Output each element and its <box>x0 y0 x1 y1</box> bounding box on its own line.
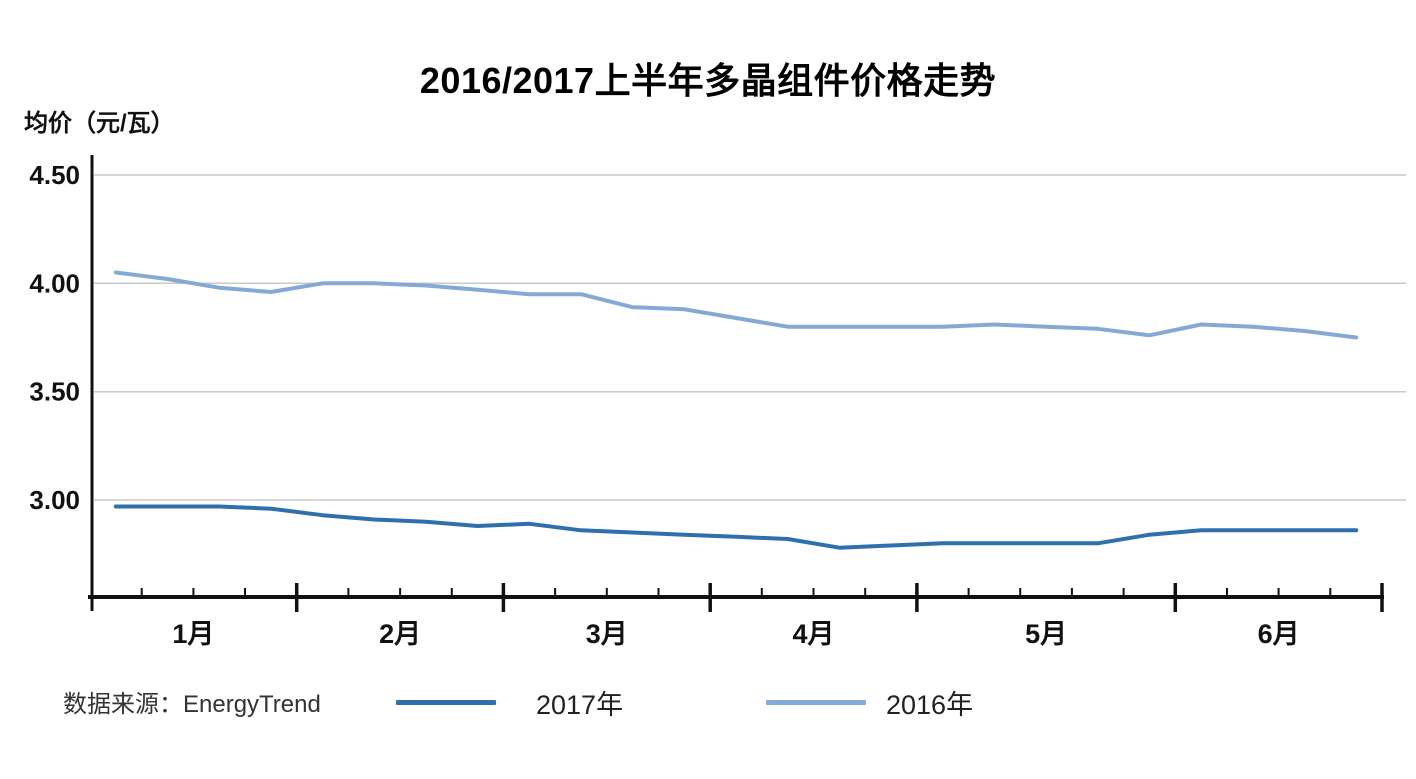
chart-title: 2016/2017上半年多晶组件价格走势 <box>419 60 997 101</box>
y-tick-label: 3.00 <box>29 485 80 515</box>
legend-item-2017: 2017年 <box>396 686 623 720</box>
legend-item-2016: 2016年 <box>766 686 973 720</box>
legend-label-2017: 2017年 <box>536 689 624 720</box>
x-month-label: 4月 <box>792 619 834 649</box>
legend-label-2016: 2016年 <box>886 689 974 720</box>
x-month-label: 6月 <box>1258 619 1300 649</box>
y-axis-title: 均价（元/瓦） <box>24 110 175 137</box>
legend-swatch-2017 <box>396 699 496 705</box>
x-month-label: 5月 <box>1025 619 1067 649</box>
data-source-note: 数据来源：EnergyTrend <box>63 691 321 718</box>
x-month-label: 2月 <box>379 619 421 649</box>
series-line-2016年 <box>113 270 1359 340</box>
y-tick-label: 4.50 <box>29 160 80 190</box>
legend-swatch-2016 <box>766 699 866 705</box>
series-line-2017年 <box>113 504 1359 550</box>
x-month-label: 3月 <box>586 619 628 649</box>
y-tick-label: 4.00 <box>29 268 80 298</box>
x-month-label: 1月 <box>172 619 214 649</box>
y-tick-label: 3.50 <box>29 377 80 407</box>
